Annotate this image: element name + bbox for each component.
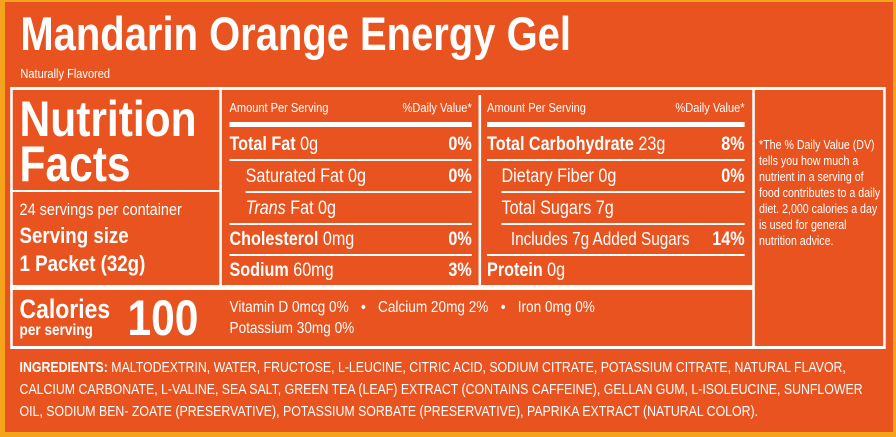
rule (245, 191, 472, 193)
vitamin-dv: 0% (329, 299, 349, 316)
product-title: Mandarin Orange Energy Gel (20, 7, 571, 60)
nutrient-amount: 23g (638, 134, 666, 155)
vitamin-amount: 20mg (430, 299, 465, 316)
daily-value: 8% (721, 134, 745, 155)
serving-size: 1 Packet (32g) (19, 251, 146, 276)
product-subtitle: Naturally Flavored (20, 66, 111, 81)
rule (10, 190, 222, 192)
vitamin-amount: 30mg (296, 320, 331, 337)
facts-title: Nutrition (19, 91, 197, 147)
rule (229, 254, 472, 256)
nutrient-row: Sodium 60mg (230, 261, 334, 280)
vitamin-name: Calcium (378, 299, 428, 316)
nutrient-label: Fat (290, 198, 314, 219)
nutrient-label: Dietary Fiber (501, 166, 594, 187)
daily-value: 14% (712, 229, 745, 250)
vitamin-dv: 0% (575, 299, 595, 316)
nutrient-label: Cholesterol (229, 229, 319, 250)
nutrient-row: Dietary Fiber 0g (502, 167, 617, 186)
divider (752, 87, 755, 349)
daily-value: 0% (721, 166, 745, 187)
daily-value: 3% (448, 260, 472, 281)
nutrient-row: Total Carbohydrate 23g (487, 135, 665, 154)
vitamin-amount: 0mcg (291, 299, 326, 316)
rule (487, 159, 745, 161)
daily-value: 0% (448, 134, 472, 155)
column-header: %Daily Value* (402, 100, 472, 115)
divider (219, 87, 222, 287)
rule (501, 191, 745, 193)
nutrient-amount: 0g (318, 198, 337, 219)
nutrient-label: Includes (510, 229, 568, 249)
nutrient-label: Protein (487, 260, 543, 281)
nutrient-amount: 0g (300, 134, 319, 155)
divider (478, 95, 482, 285)
vitamin-dv: 0% (334, 320, 355, 337)
ingredients: INGREDIENTS: MALTODEXTRIN, WATER, FRUCTO… (20, 357, 887, 423)
nutrient-row: Protein 0g (487, 261, 565, 280)
facts-title: Facts (19, 136, 131, 192)
nutrient-label: Sodium (229, 260, 289, 281)
thick-rule (487, 122, 745, 127)
calories-label: Calories (19, 294, 111, 324)
nutrient-amount: 0g (598, 166, 617, 187)
rule (229, 159, 472, 161)
bullet: • (500, 299, 506, 316)
rule (487, 254, 745, 256)
nutrient-amount: 0g (547, 260, 566, 281)
rule (501, 223, 745, 225)
calories-value: 100 (127, 290, 199, 346)
ingredients-text: MALTODEXTRIN, WATER, FRUCTOSE, L-LEUCINE… (19, 360, 863, 420)
servings: 24 servings per container (19, 200, 182, 219)
vitamin-name: Potassium (229, 320, 293, 337)
nutrient-row: Cholesterol 0mg (230, 230, 355, 249)
footnote: *The % Daily Value (DV) tells you how mu… (759, 138, 881, 248)
thick-rule (10, 285, 754, 290)
vitamin-line: Vitamin D 0mcg 0% • Calcium 20mg 2% • Ir… (230, 300, 595, 316)
column-header: %Daily Value* (675, 100, 745, 115)
nutrient-row: Includes 7g Added Sugars (511, 230, 690, 248)
nutrient-amount: 0mg (322, 229, 355, 250)
column-header: Amount Per Serving (487, 100, 586, 115)
vitamin-name: Vitamin D (229, 299, 289, 316)
nutrient-row: Total Sugars 7g (502, 199, 614, 218)
nutrient-amount: 7g Added Sugars (572, 229, 690, 249)
nutrient-amount: 7g (595, 198, 614, 219)
nutrient-label: Saturated Fat (245, 166, 344, 187)
vitamin-amount: 0mg (544, 299, 572, 316)
nutrient-row: Saturated Fat 0g (246, 167, 366, 186)
facts-box (10, 87, 886, 349)
calories-sub: per serving (19, 322, 93, 339)
daily-value: 0% (448, 166, 472, 187)
vitamin-name: Iron (517, 299, 542, 316)
nutrient-amount: 0g (347, 166, 366, 187)
nutrient-label: Total Sugars (501, 198, 592, 219)
vitamin-line: Potassium 30mg 0% (230, 321, 355, 337)
bullet: • (360, 299, 366, 316)
daily-value: 0% (448, 229, 472, 250)
serving-size-label: Serving size (19, 223, 129, 248)
thick-rule (229, 122, 472, 127)
nutrient-row: Trans Fat 0g (246, 199, 336, 218)
rule (229, 223, 472, 225)
nutrient-label: Total Fat (229, 134, 296, 155)
nutrient-row: Total Fat 0g (230, 135, 319, 154)
column-header: Amount Per Serving (229, 100, 329, 115)
nutrient-label: Total Carbohydrate (487, 134, 634, 155)
nutrient-amount: 60mg (293, 260, 334, 281)
nutrient-label-italic: Trans (245, 198, 286, 219)
vitamin-dv: 2% (468, 299, 489, 316)
ingredients-label: INGREDIENTS: (19, 360, 108, 376)
